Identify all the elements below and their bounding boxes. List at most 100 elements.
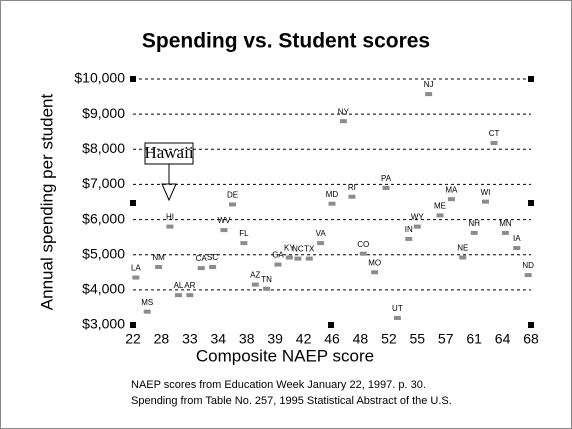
point-label: NY: [338, 107, 350, 116]
point-label: UT: [392, 304, 403, 313]
point: [359, 251, 367, 256]
y-tick-label: $6,000: [82, 210, 125, 226]
point-label: CT: [489, 129, 500, 138]
point-label: KY: [284, 244, 295, 253]
point: [425, 92, 433, 97]
y-tick-label: $3,000: [82, 316, 125, 332]
y-tick-label: $8,000: [82, 140, 125, 156]
point: [197, 266, 205, 271]
point-label: NH: [468, 219, 480, 228]
x-tick-label: 39: [267, 331, 283, 347]
x-tick-label: 34: [210, 331, 226, 347]
chart-title: Spending vs. Student scores: [142, 30, 430, 53]
x-tick-label: 22: [125, 331, 141, 347]
point-label: WV: [218, 216, 232, 225]
point: [470, 230, 478, 235]
point: [393, 315, 401, 320]
point: [251, 282, 259, 287]
point-label: IN: [405, 225, 413, 234]
x-tick-label: 61: [466, 331, 482, 347]
point-label: VA: [316, 229, 327, 238]
point-label: WY: [411, 213, 425, 222]
point: [348, 194, 356, 199]
point-label: WI: [481, 188, 491, 197]
point-label: AL: [174, 281, 184, 290]
y-tick-label: $10,000: [74, 70, 125, 86]
point: [447, 197, 455, 202]
point-label: IA: [513, 234, 521, 243]
point-label: MA: [445, 185, 458, 194]
point-label: AR: [184, 281, 195, 290]
y-tick-label: $4,000: [82, 281, 125, 297]
point-label: RI: [348, 183, 356, 192]
point: [513, 246, 521, 251]
y-axis-title: Annual spending per student: [37, 94, 56, 311]
x-tick-label: 33: [182, 331, 198, 347]
point: [209, 265, 217, 270]
point-label: NJ: [424, 80, 434, 89]
x-axis-title: Composite NAEP score: [196, 346, 374, 365]
x-tick-label: 57: [438, 331, 454, 347]
point: [371, 270, 379, 275]
x-tick-label: 64: [495, 331, 511, 347]
point-label: ND: [522, 261, 534, 270]
point: [339, 119, 347, 124]
point: [143, 309, 151, 314]
x-tick-label: 28: [154, 331, 170, 347]
point-label: CA: [196, 254, 208, 263]
point-label: TN: [261, 275, 272, 284]
point-label: DE: [227, 191, 238, 200]
point-label: GA: [272, 251, 284, 260]
point: [294, 256, 302, 261]
point: [524, 273, 532, 278]
point-label: MO: [368, 258, 381, 267]
point-label: NE: [457, 244, 468, 253]
x-tick-label: 38: [239, 331, 255, 347]
point-label: ME: [434, 201, 446, 210]
point-label: CO: [357, 240, 369, 249]
point: [186, 293, 194, 298]
point-label: LA: [131, 264, 141, 273]
point-label: MD: [326, 190, 339, 199]
y-tick-label: $9,000: [82, 105, 125, 121]
point: [132, 275, 140, 280]
point: [405, 236, 413, 241]
point: [413, 224, 421, 229]
note: Spending from Table No. 257, 1995 Statis…: [131, 395, 452, 407]
x-tick-label: 52: [381, 331, 397, 347]
point-label: HI: [166, 213, 174, 222]
point: [166, 224, 174, 229]
x-tick-label: 46: [324, 331, 340, 347]
point: [382, 185, 390, 190]
point: [305, 256, 313, 261]
point-label: MS: [141, 298, 153, 307]
point: [263, 286, 271, 291]
point: [482, 199, 490, 204]
point: [490, 140, 498, 145]
point: [240, 241, 248, 246]
x-tick-label: 42: [296, 331, 312, 347]
x-tick-label: 48: [353, 331, 369, 347]
point-label: MN: [499, 219, 512, 228]
point: [229, 202, 236, 207]
point: [317, 241, 325, 246]
point-label: FL: [239, 229, 249, 238]
point: [459, 255, 467, 260]
point: [328, 201, 336, 206]
x-tick-label: 68: [523, 331, 539, 347]
point-label: NC: [292, 245, 304, 254]
annotation-text: Hawaii: [144, 143, 193, 162]
point-label: NM: [152, 253, 165, 262]
point: [174, 293, 182, 298]
point-label: TX: [304, 245, 315, 254]
note: NAEP scores from Education Week January …: [131, 379, 426, 391]
x-tick-label: 55: [409, 331, 425, 347]
point: [285, 255, 293, 260]
point-label: PA: [381, 174, 392, 183]
point-label: SC: [207, 253, 218, 262]
point: [436, 213, 444, 218]
point: [220, 228, 228, 233]
point: [274, 262, 282, 267]
